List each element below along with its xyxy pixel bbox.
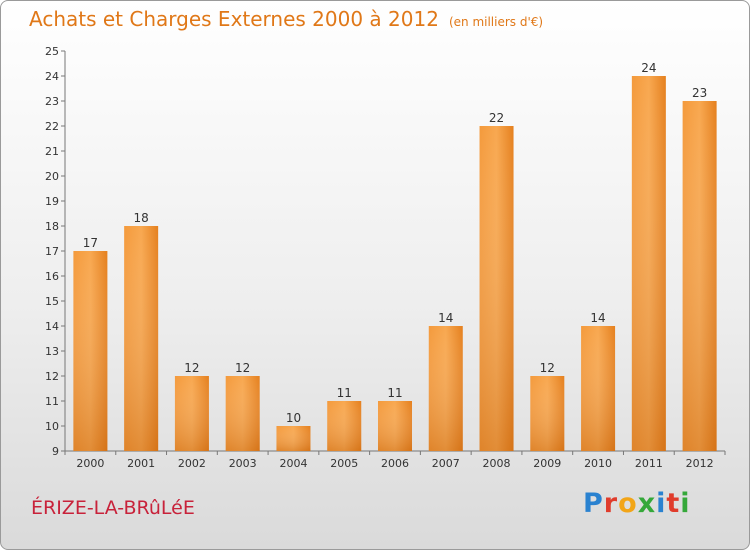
logo-letter: o bbox=[618, 488, 638, 519]
logo-letter: r bbox=[603, 488, 619, 519]
y-tick-label: 23 bbox=[45, 95, 59, 108]
logo-letter: x bbox=[637, 488, 657, 519]
x-tick-label: 2005 bbox=[330, 457, 358, 470]
y-tick-label: 9 bbox=[52, 445, 59, 458]
y-tick-label: 16 bbox=[45, 270, 59, 283]
proxiti-logo: Proxiti bbox=[583, 488, 691, 519]
chart-title: Achats et Charges Externes 2000 à 2012 (e… bbox=[29, 7, 543, 31]
bar-value-label: 12 bbox=[184, 361, 199, 375]
y-tick-label: 24 bbox=[45, 70, 59, 83]
y-tick-label: 12 bbox=[45, 370, 59, 383]
bar-value-label: 12 bbox=[235, 361, 250, 375]
bar-shade bbox=[327, 401, 362, 451]
y-tick-label: 18 bbox=[45, 220, 59, 233]
logo-letter: t bbox=[666, 488, 681, 519]
y-tick-label: 13 bbox=[45, 345, 59, 358]
y-tick-label: 10 bbox=[45, 420, 59, 433]
chart-subtitle: (en milliers d'€) bbox=[448, 15, 544, 29]
x-tick-label: 2008 bbox=[483, 457, 511, 470]
bar-value-label: 17 bbox=[83, 236, 98, 250]
bar-value-label: 11 bbox=[337, 386, 352, 400]
x-tick-label: 2006 bbox=[381, 457, 409, 470]
x-tick-label: 2009 bbox=[533, 457, 561, 470]
chart-bars bbox=[73, 76, 717, 451]
bar-value-label: 11 bbox=[387, 386, 402, 400]
x-tick-label: 2003 bbox=[229, 457, 257, 470]
bar-shade bbox=[581, 326, 616, 451]
x-tick-label: 2010 bbox=[584, 457, 612, 470]
y-tick-label: 15 bbox=[45, 295, 59, 308]
bar-value-label: 24 bbox=[641, 61, 656, 75]
x-tick-label: 2007 bbox=[432, 457, 460, 470]
bar-shade bbox=[428, 326, 463, 451]
bar-shade bbox=[174, 376, 209, 451]
x-tick-label: 2011 bbox=[635, 457, 663, 470]
x-tick-label: 2000 bbox=[76, 457, 104, 470]
bar-value-label: 14 bbox=[438, 311, 453, 325]
y-tick-label: 21 bbox=[45, 145, 59, 158]
chart-title-text: Achats et Charges Externes 2000 à 2012 bbox=[29, 7, 439, 31]
logo-letter: P bbox=[583, 488, 604, 519]
x-tick-label: 2001 bbox=[127, 457, 155, 470]
bar-shade bbox=[378, 401, 412, 451]
bar-shade bbox=[124, 226, 159, 451]
x-tick-label: 2004 bbox=[279, 457, 307, 470]
bar-shade bbox=[479, 126, 514, 451]
x-tick-label: 2002 bbox=[178, 457, 206, 470]
y-tick-label: 22 bbox=[45, 120, 59, 133]
y-tick-label: 14 bbox=[45, 320, 59, 333]
bar-shade bbox=[631, 76, 666, 451]
y-tick-label: 11 bbox=[45, 395, 59, 408]
bar-value-label: 18 bbox=[134, 211, 149, 225]
y-tick-label: 25 bbox=[45, 45, 59, 58]
x-tick-label: 2012 bbox=[686, 457, 714, 470]
chart-axes: 9 10 11 12 13 14 15 16 17 18 19 20 21 22 23 24 25 bbox=[45, 45, 726, 458]
bar-shade bbox=[682, 101, 717, 451]
bar-shade bbox=[73, 251, 108, 451]
bar-value-label: 14 bbox=[590, 311, 605, 325]
y-tick-label: 17 bbox=[45, 245, 59, 258]
bar-shade bbox=[225, 376, 260, 451]
bar-value-label: 23 bbox=[692, 86, 707, 100]
bar-shade bbox=[530, 376, 565, 451]
chart-labels: 17 2000 18 2001 12 2002 12 2003 10 2004 11 2005 11 20… bbox=[76, 61, 713, 470]
bar-value-label: 10 bbox=[286, 411, 301, 425]
y-tick-label: 20 bbox=[45, 170, 59, 183]
logo-letter: i bbox=[680, 488, 691, 519]
town-name: ÉRIZE-LA-BRûLéE bbox=[31, 497, 195, 519]
bar-value-label: 22 bbox=[489, 111, 504, 125]
logo-letter: i bbox=[656, 488, 667, 519]
bar-value-label: 12 bbox=[540, 361, 555, 375]
y-tick-label: 19 bbox=[45, 195, 59, 208]
bar-shade bbox=[276, 426, 311, 451]
